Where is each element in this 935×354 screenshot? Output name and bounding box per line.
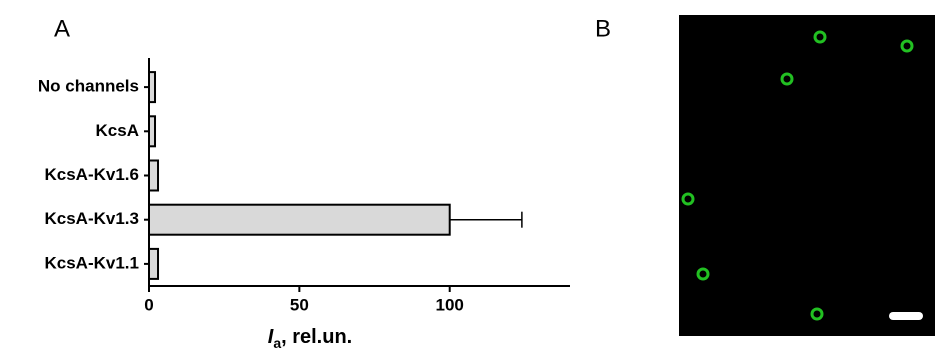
x-tick-label: 100 — [436, 295, 464, 314]
panel-label: B — [595, 15, 611, 42]
x-tick-label: 50 — [290, 295, 309, 314]
micrograph — [679, 15, 935, 336]
y-tick-label: KcsA — [96, 121, 139, 140]
panel-label: A — [54, 15, 70, 42]
bar — [149, 161, 158, 191]
y-tick-label: KcsA-Kv1.3 — [45, 209, 140, 228]
image-background — [679, 15, 935, 336]
x-axis-label: Ia, rel.un. — [268, 326, 352, 350]
bar — [149, 205, 450, 235]
x-label-subscript: a — [273, 335, 281, 351]
figure: A B Ia, rel.un. No channels KcsA KcsA-Kv1.… — [0, 0, 935, 354]
x-tick-label: 0 — [144, 295, 153, 314]
x-label-text: , rel.un. — [281, 326, 352, 348]
y-tick-label: No channels — [38, 77, 139, 96]
scale-bar — [889, 312, 923, 320]
bar — [149, 249, 158, 279]
y-tick-label: KcsA-Kv1.6 — [45, 165, 140, 184]
y-tick-label: KcsA-Kv1.1 — [45, 253, 140, 272]
